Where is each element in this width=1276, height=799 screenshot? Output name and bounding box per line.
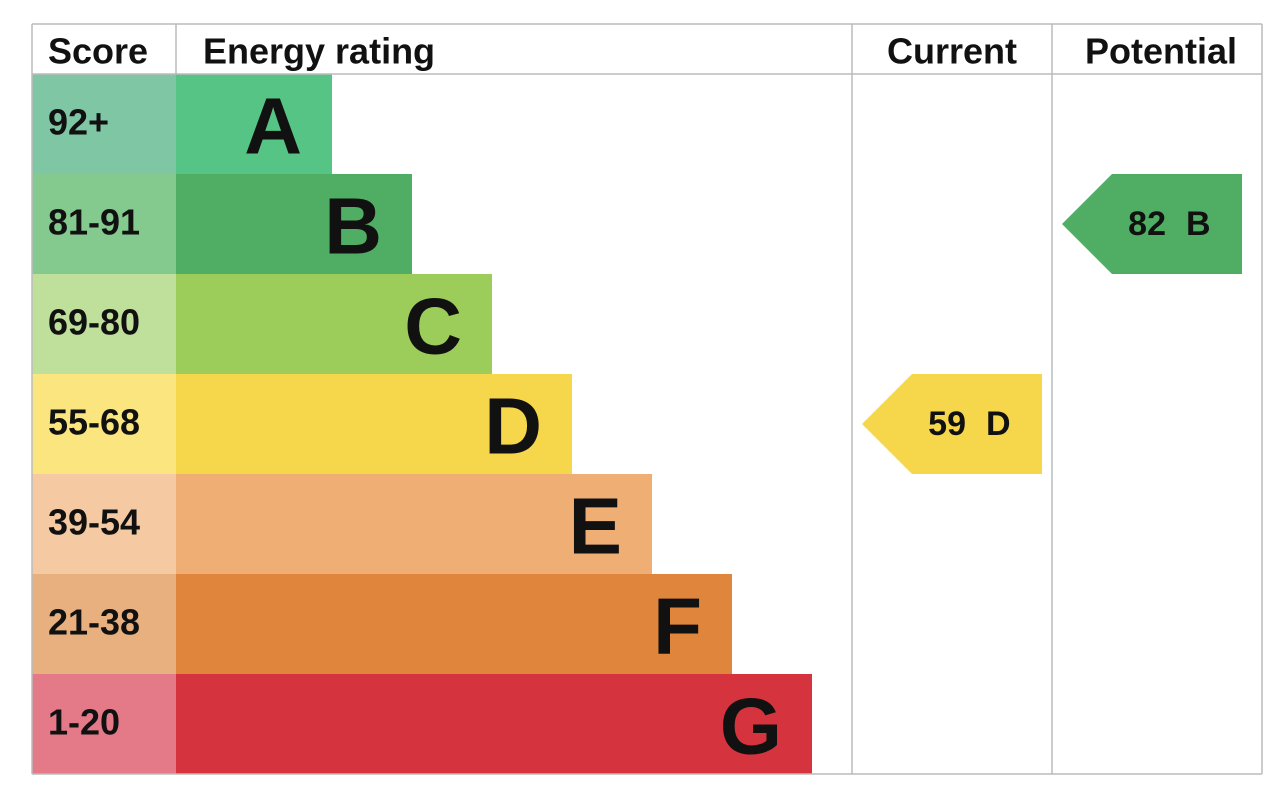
score-range: 55-68 [48, 402, 140, 443]
current-arrow [862, 374, 1042, 474]
rating-letter: F [653, 582, 702, 671]
rating-bar [176, 74, 332, 174]
rating-bar [176, 274, 492, 374]
current-score: 59 [928, 405, 966, 443]
rating-letter: D [484, 382, 542, 471]
header-score: Score [48, 31, 148, 72]
header-rating: Energy rating [203, 31, 435, 72]
score-range: 39-54 [48, 502, 140, 543]
rating-bar [176, 174, 412, 274]
score-cell [32, 374, 176, 474]
score-cell [32, 474, 176, 574]
rating-letter: A [244, 82, 302, 171]
header-current: Current [887, 31, 1017, 72]
rating-letter: G [720, 682, 782, 771]
rating-bar [176, 374, 572, 474]
header-potential: Potential [1085, 31, 1237, 72]
rating-letter: B [324, 182, 382, 271]
rating-bar [176, 574, 732, 674]
score-range: 69-80 [48, 302, 140, 343]
score-cell [32, 174, 176, 274]
score-range: 81-91 [48, 202, 140, 243]
potential-score: 82 [1128, 205, 1166, 243]
score-cell [32, 74, 176, 174]
potential-rating: B [1186, 205, 1211, 243]
score-range: 21-38 [48, 602, 140, 643]
potential-arrow [1062, 174, 1242, 274]
score-cell [32, 574, 176, 674]
score-cell [32, 674, 176, 774]
rating-bar [176, 674, 812, 774]
current-rating: D [986, 405, 1011, 443]
rating-letter: E [569, 482, 622, 571]
score-range: 92+ [48, 102, 109, 143]
rating-letter: C [404, 282, 462, 371]
score-range: 1-20 [48, 702, 120, 743]
rating-bar [176, 474, 652, 574]
score-cell [32, 274, 176, 374]
